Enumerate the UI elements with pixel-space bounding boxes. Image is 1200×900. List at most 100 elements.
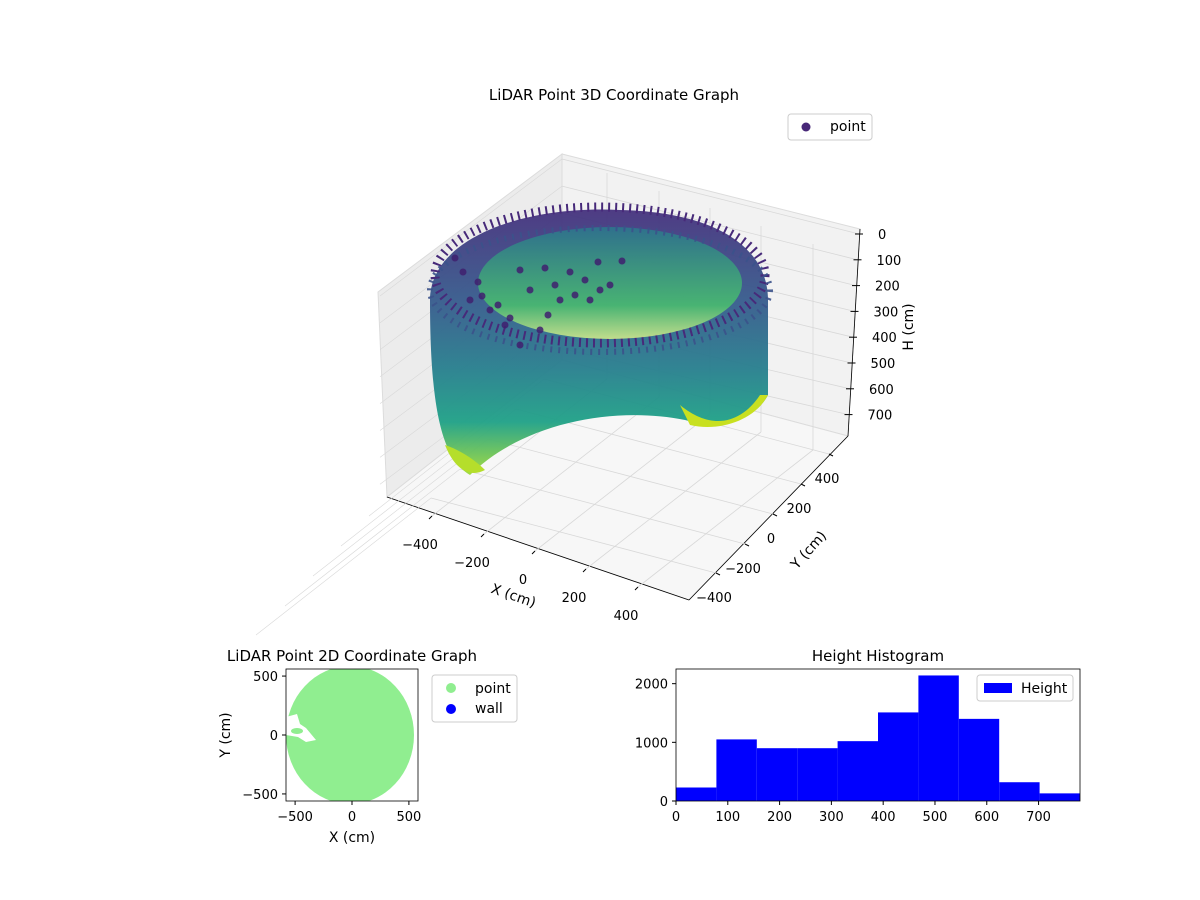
legend-hist-box: [976, 674, 1074, 702]
legend-2d-label-wall: wall: [475, 701, 503, 717]
stray-point: [466, 296, 474, 304]
z-tick-label: 100: [877, 254, 902, 269]
stray-point: [618, 257, 626, 265]
point-disc: [286, 669, 414, 801]
legend-hist-label: Height: [1021, 681, 1068, 697]
histogram-bar: [716, 739, 757, 801]
histogram-title: Height Histogram: [812, 647, 944, 665]
x-tick-mark: [480, 533, 485, 538]
chart-3d: LiDAR Point 3D Coordinate Graph −400 −200…: [255, 86, 917, 636]
legend-2d: point wall: [431, 674, 518, 723]
y-tick-label: 200: [787, 502, 812, 517]
stray-point: [594, 258, 602, 266]
grid-line-x: [534, 413, 711, 552]
ticks-2d: −500 −500 0 0 500 500: [242, 670, 421, 825]
legend-hist-swatch: [984, 683, 1012, 693]
x-tick-label-hist: 500: [923, 810, 948, 825]
z-tick-label: 300: [874, 305, 899, 320]
y-axis-label-2d: Y (cm): [218, 712, 234, 758]
stray-point: [516, 341, 524, 349]
grid-line-y: [430, 497, 717, 574]
stray-point: [596, 286, 604, 294]
stray-point: [501, 321, 509, 329]
chart-histogram: Height Histogram 0 100 200 300 400 500 600 7000…: [635, 647, 1081, 825]
y-axis-label-3d: Y (cm): [787, 528, 830, 573]
histogram-bar: [676, 787, 717, 801]
stray-point: [551, 281, 559, 289]
y-tick-label-2d: 500: [253, 670, 278, 685]
y-tick-label: −400: [696, 591, 732, 606]
z-tick-label: 200: [875, 280, 900, 295]
stray-point: [606, 281, 614, 289]
x-tick-mark: [582, 568, 587, 573]
y-tick-mark: [828, 453, 834, 457]
stray-point: [556, 296, 564, 304]
histogram-bar: [1039, 793, 1080, 801]
x-tick-label-hist: 300: [819, 810, 844, 825]
histogram-bar: [958, 718, 1000, 801]
chart-3d-title: LiDAR Point 3D Coordinate Graph: [489, 86, 739, 104]
y-tick-label-hist: 2000: [635, 678, 668, 693]
gap-island: [291, 728, 303, 734]
histogram-bar: [878, 712, 919, 801]
stray-point: [516, 266, 524, 274]
histogram-bars: [676, 675, 1080, 801]
z-tick-label: 400: [872, 331, 897, 346]
histogram-bar: [837, 741, 878, 801]
x-tick-label: 200: [562, 591, 587, 606]
cylinder-inner-rim: [427, 225, 773, 355]
legend-2d-label-point: point: [475, 681, 511, 697]
histogram-bar: [797, 748, 838, 801]
axis-edge-z: [847, 228, 861, 437]
z-tick-label: 500: [871, 357, 896, 372]
legend-2d-marker-point: [446, 683, 456, 693]
x-tick-label-hist: 200: [767, 810, 792, 825]
grid-line-y: [459, 468, 746, 545]
stray-points: [451, 254, 626, 349]
y-tick-label-hist: 1000: [635, 736, 668, 751]
legend-3d: point: [787, 113, 873, 141]
grid-line-x: [637, 449, 814, 588]
y-tick-label: 400: [815, 472, 840, 487]
chart-2d-title: LiDAR Point 2D Coordinate Graph: [227, 647, 477, 665]
x-tick-label-hist: 100: [715, 810, 740, 825]
legend-hist: Height: [976, 674, 1074, 702]
y-tick-label: 0: [767, 532, 775, 547]
grid-line-z-left: [379, 158, 563, 297]
histogram-bar: [999, 782, 1040, 801]
stray-point: [451, 254, 459, 262]
x-tick-mark: [531, 550, 536, 555]
x-tick-label-hist: 600: [974, 810, 999, 825]
y-tick-mark: [772, 513, 778, 517]
z-axis-label-3d: H (cm): [901, 303, 917, 350]
stray-point: [571, 291, 579, 299]
y-tick-label: −200: [725, 562, 761, 577]
cylinder-bottom-lobe: [680, 395, 768, 427]
cylinder-bottom-left: [445, 445, 485, 473]
stray-point: [586, 296, 594, 304]
stray-point: [506, 314, 514, 322]
grid-line-y-floor: [255, 497, 432, 636]
grid-line-x: [483, 396, 660, 535]
z-tick-label: 600: [869, 383, 894, 398]
stray-point: [544, 311, 552, 319]
y-tick-label-hist: 0: [660, 795, 668, 810]
stray-point: [541, 264, 549, 272]
x-tick-label: −200: [454, 556, 490, 571]
x-tick-label-hist: 700: [1026, 810, 1051, 825]
x-tick-label: −400: [402, 538, 438, 553]
stray-point: [478, 292, 486, 300]
x-tick-label-2d: 0: [348, 810, 356, 825]
stray-point: [494, 301, 502, 309]
x-axis-label-3d: X (cm): [489, 581, 538, 611]
y-tick-label-2d: 0: [270, 729, 278, 744]
x-axis-label-2d: X (cm): [329, 830, 375, 846]
ticks-histogram: 0 100 200 300 400 500 600 700 0 1000 2000: [635, 678, 1051, 825]
grid-line-z: [561, 158, 860, 235]
x-tick-label: 400: [614, 609, 639, 624]
legend-3d-marker: [801, 122, 811, 132]
y-tick-label-2d: −500: [242, 788, 278, 803]
stray-point: [526, 286, 534, 294]
histogram-bar: [756, 748, 798, 801]
